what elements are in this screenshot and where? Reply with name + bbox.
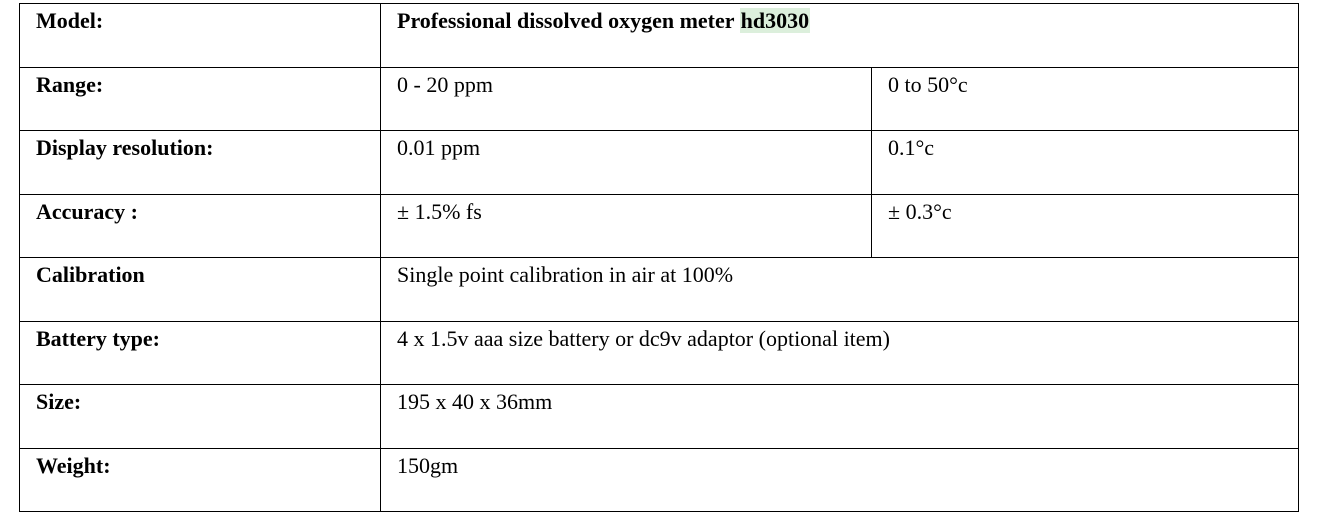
value-cell: ± 0.3°c [870,193,1300,258]
range-value-temperature: 0 to 50°c [888,71,968,97]
display-resolution-value-temperature: 0.1°c [888,135,935,160]
weight-value: 150gm [397,452,459,478]
table-row-calibration: Calibration Single point calibration in … [19,257,1300,322]
spec-table: Model: Professional dissolved oxygen met… [19,3,1300,512]
label-cell: Size: [19,384,381,449]
size-label: Size: [36,389,82,414]
battery-type-label: Battery type: [36,325,161,351]
display-resolution-label: Display resolution: [36,135,214,160]
label-cell: Range: [19,66,381,131]
label-cell: Calibration [19,257,381,322]
value-cell: 0.01 ppm [380,130,872,195]
model-name-text: Professional dissolved oxygen meter [397,8,740,33]
accuracy-label: Accuracy : [36,198,139,224]
label-cell: Battery type: [19,320,381,385]
table-row-accuracy: Accuracy : ± 1.5% fs ± 0.3°c [19,193,1300,258]
label-cell: Display resolution: [19,130,381,195]
value-cell: 0 to 50°c [870,66,1300,131]
calibration-label: Calibration [36,262,145,287]
table-row-model: Model: Professional dissolved oxygen met… [19,3,1300,68]
value-cell: Professional dissolved oxygen meter hd30… [379,3,1300,68]
model-label: Model: [36,8,104,33]
label-cell: Weight: [19,447,381,512]
range-value-ppm: 0 - 20 ppm [397,71,493,97]
accuracy-value-temperature: ± 0.3°c [888,198,952,224]
value-cell: Single point calibration in air at 100% [379,257,1300,322]
value-cell: 150gm [379,447,1300,512]
display-resolution-value-ppm: 0.01 ppm [397,135,481,160]
accuracy-value-fs: ± 1.5% fs [397,198,482,224]
battery-type-value: 4 x 1.5v aaa size battery or dc9v adapto… [397,325,890,351]
value-cell: 0.1°c [870,130,1300,195]
value-cell: 0 - 20 ppm [380,66,872,131]
value-cell: 195 x 40 x 36mm [379,384,1300,449]
calibration-value: Single point calibration in air at 100% [397,262,734,287]
model-value: Professional dissolved oxygen meter hd30… [381,4,1298,33]
weight-label: Weight: [36,452,111,478]
label-cell: Model: [19,3,381,68]
size-value: 195 x 40 x 36mm [397,389,553,414]
value-cell: ± 1.5% fs [380,193,872,258]
model-number-highlight: hd3030 [739,8,811,33]
table-row-display-resolution: Display resolution: 0.01 ppm 0.1°c [19,130,1300,195]
table-row-battery-type: Battery type: 4 x 1.5v aaa size battery … [19,320,1300,385]
label-cell: Accuracy : [19,193,381,258]
table-row-range: Range: 0 - 20 ppm 0 to 50°c [19,66,1300,131]
value-cell: 4 x 1.5v aaa size battery or dc9v adapto… [379,320,1300,385]
range-label: Range: [36,71,104,97]
table-row-size: Size: 195 x 40 x 36mm [19,384,1300,449]
table-row-weight: Weight: 150gm [19,447,1300,512]
